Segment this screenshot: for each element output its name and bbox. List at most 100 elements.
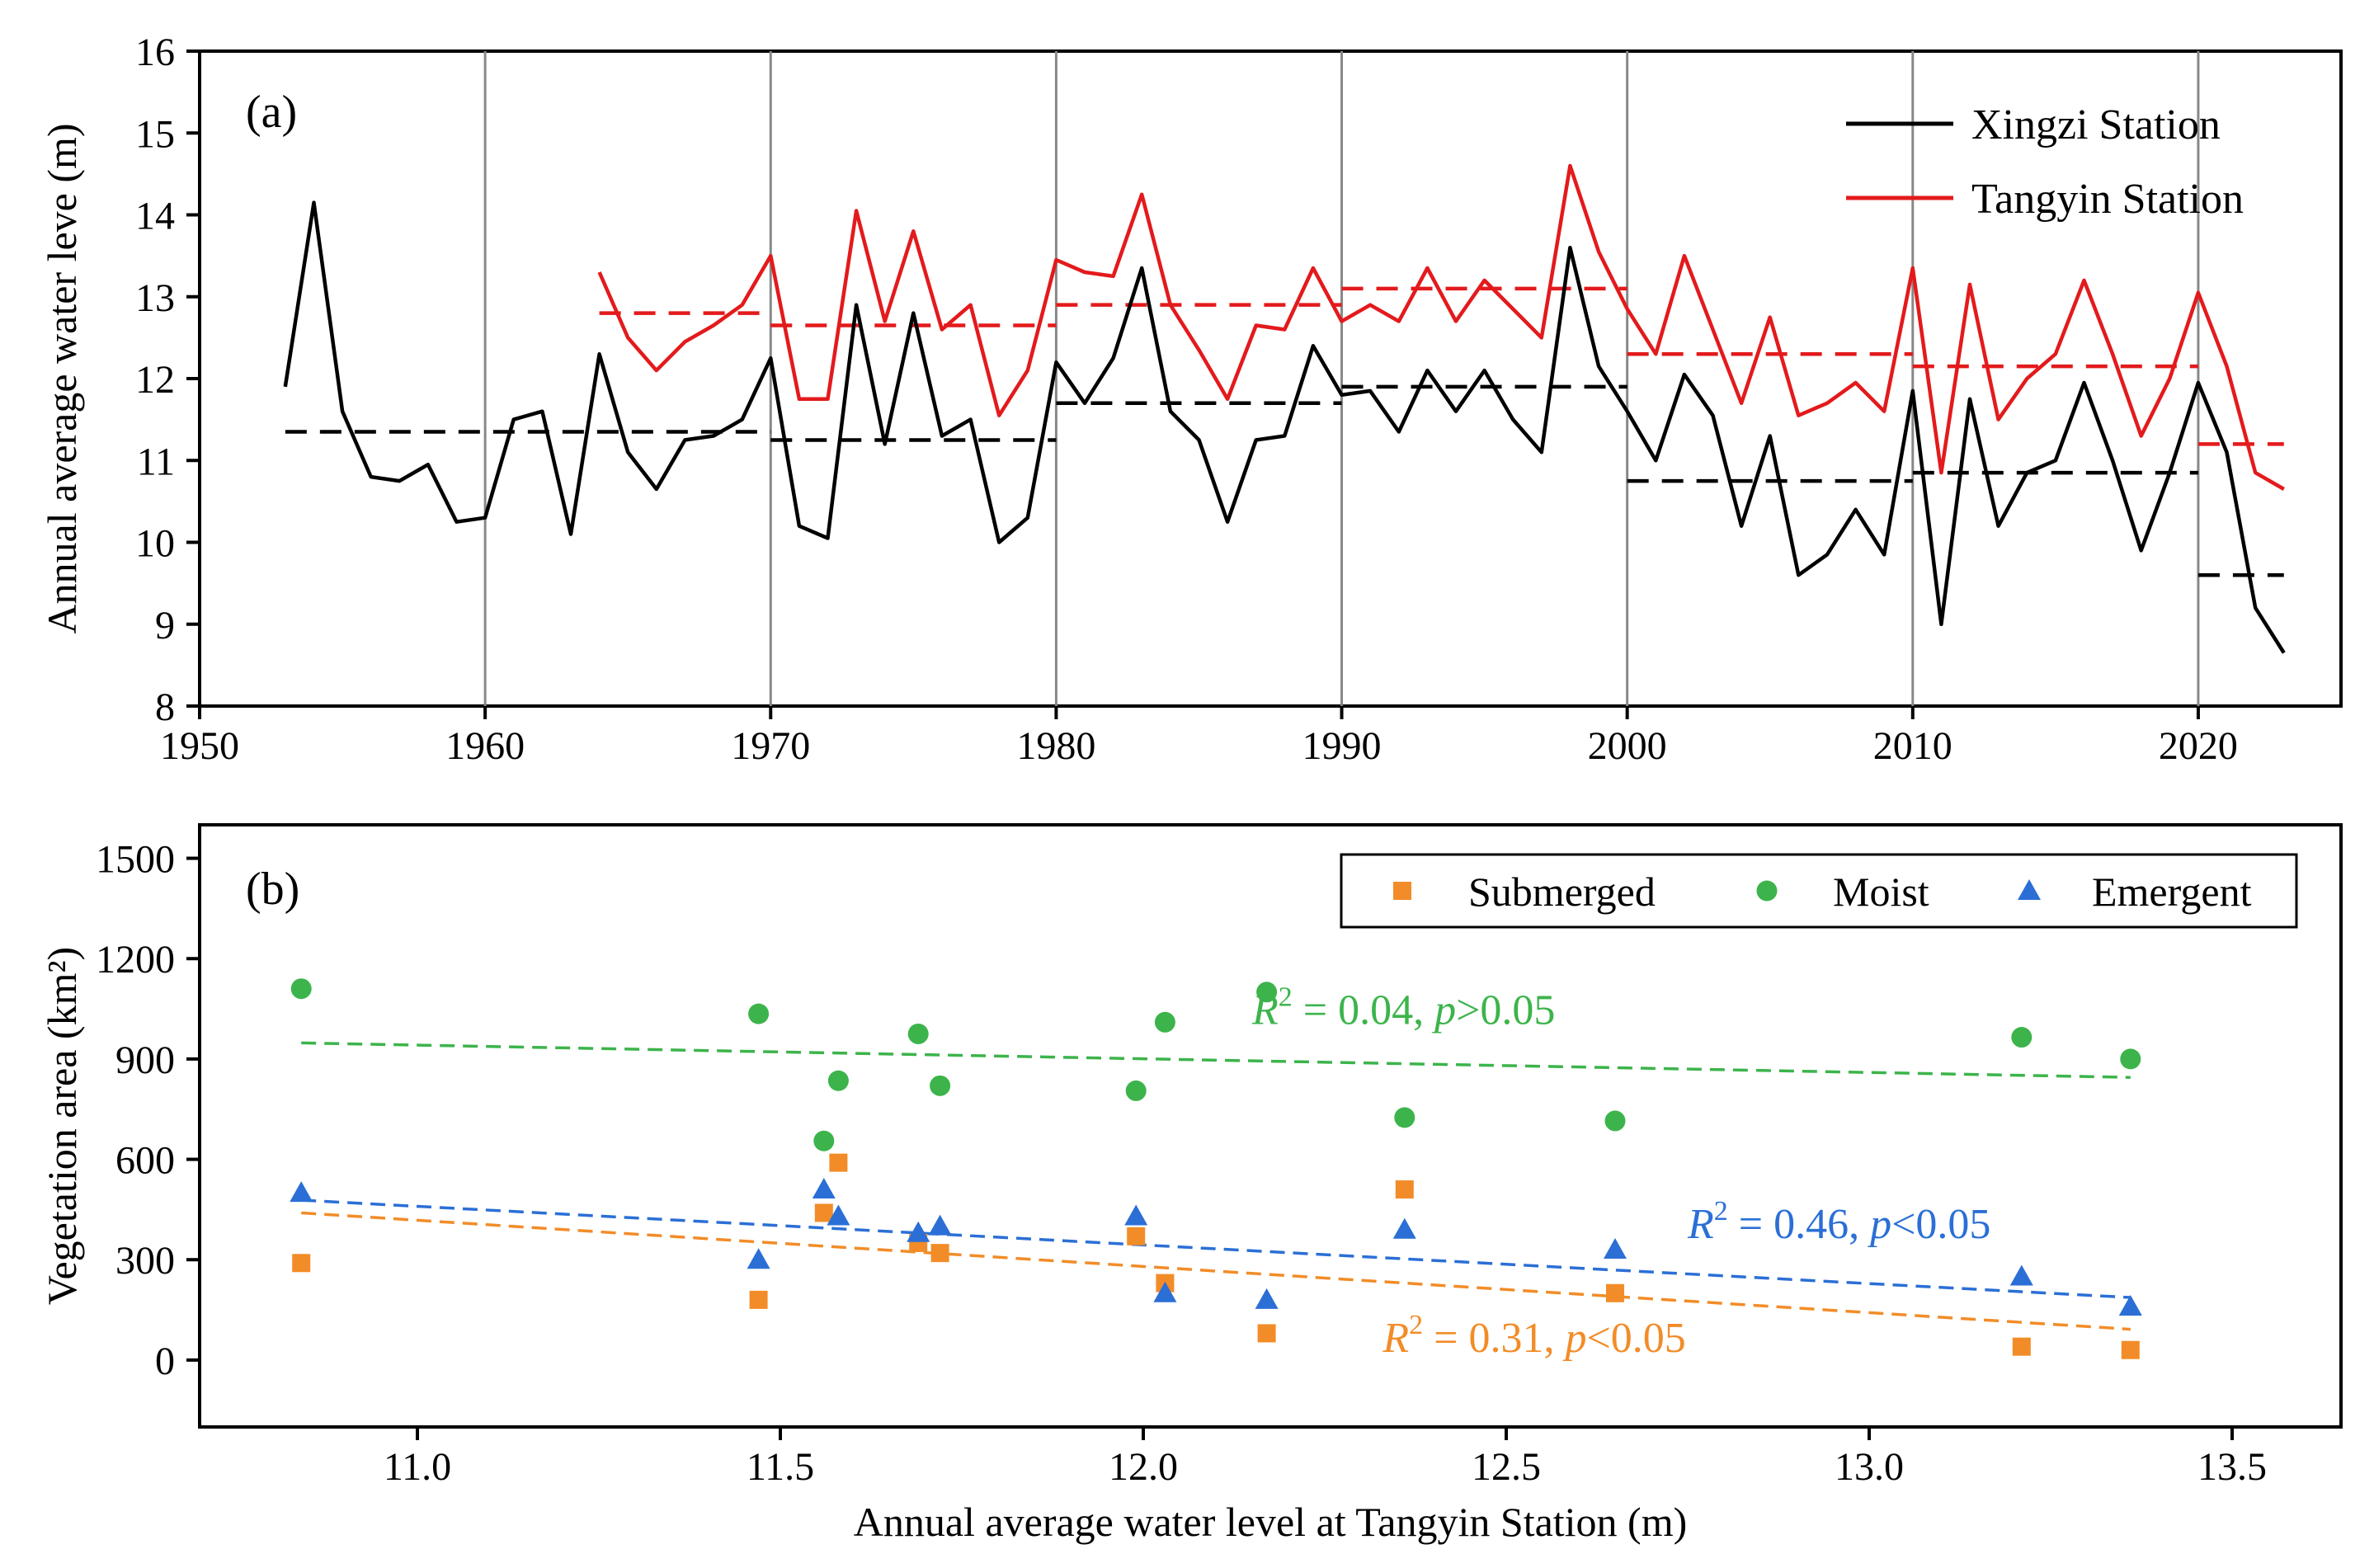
y-tick-label: 11 — [137, 440, 175, 483]
legend-marker — [1393, 882, 1411, 900]
superscript: 2 — [1279, 982, 1293, 1012]
x-tick-label: 13.0 — [1835, 1445, 1904, 1489]
fit-annotation-moist: R2 = 0.04, p>0.05 — [1251, 982, 1555, 1034]
legend-marker-emergent — [2018, 879, 2041, 900]
series-line-tangyin-station — [597, 163, 2285, 491]
point-emergent — [1392, 1217, 1416, 1239]
point-submerged — [1395, 1180, 1414, 1199]
point-moist — [1604, 1110, 1626, 1132]
point-submerged — [829, 1153, 848, 1172]
point-submerged — [1127, 1227, 1146, 1245]
y-tick-label: 16 — [135, 31, 175, 74]
r2-value: = 0.46, — [1728, 1201, 1870, 1248]
x-tick-label: 1970 — [731, 724, 810, 768]
x-tick-label: 13.5 — [2197, 1445, 2267, 1489]
point-submerged — [2012, 1337, 2031, 1356]
point-emergent — [2118, 1295, 2142, 1316]
point-moist — [1394, 1107, 1415, 1128]
r2-value: = 0.31, — [1423, 1315, 1565, 1362]
point-submerged — [930, 1244, 949, 1263]
y-tick-label: 15 — [135, 112, 175, 156]
panel-a-line-chart: 1950 1960 1970 1980 1990 2000 2010 2020 8 9 10 11 1… — [39, 31, 2343, 768]
y-tick-label: 900 — [115, 1038, 175, 1082]
panel-b-x-axis: 11.0 11.5 12.0 12.5 13.0 13.5 — [384, 1427, 2267, 1489]
panel-a-frame — [198, 49, 2343, 708]
panel-b-y-axis: 0 300 600 900 1200 1500 — [96, 838, 200, 1383]
point-submerged — [1257, 1324, 1276, 1343]
point-submerged — [1606, 1283, 1624, 1302]
point-moist — [907, 1023, 929, 1044]
fit-annotation-emergent: R2 = 0.46, p<0.05 — [1687, 1196, 1990, 1248]
fit-line-submerged — [301, 1211, 2131, 1331]
panel-b-fit-lines — [301, 1041, 2131, 1331]
panel-a-y-axis-title: Annual average water leve (m) — [39, 123, 85, 633]
panel-a-x-axis: 1950 1960 1970 1980 1990 2000 2010 2020 — [160, 706, 2238, 768]
panel-a-label: (a) — [246, 87, 297, 138]
x-tick-label: 12.0 — [1109, 1445, 1178, 1489]
point-emergent — [290, 1181, 313, 1203]
legend-label-moist: Moist — [1833, 869, 1929, 915]
point-moist — [2011, 1027, 2033, 1048]
y-tick-label: 9 — [155, 604, 175, 647]
point-emergent — [827, 1204, 850, 1226]
point-emergent — [928, 1214, 952, 1236]
panel-a-mean-lines — [285, 286, 2284, 577]
point-emergent — [812, 1178, 836, 1199]
point-emergent — [2009, 1264, 2033, 1286]
panel-b-legend: Submerged Moist Emergent — [1340, 853, 2298, 929]
panel-a-decade-lines — [483, 51, 2200, 706]
legend-marker — [2018, 879, 2041, 900]
p-relation: <0.05 — [1891, 1201, 1990, 1248]
x-tick-label: 1950 — [160, 724, 239, 768]
x-tick-label: 1980 — [1016, 724, 1095, 768]
legend-marker-moist — [1756, 880, 1778, 902]
p-symbol: p — [1561, 1315, 1586, 1362]
point-moist — [290, 978, 312, 1000]
r-symbol: R — [1382, 1315, 1409, 1362]
panel-b-points — [290, 978, 2142, 1359]
point-emergent — [747, 1248, 770, 1269]
x-tick-label: 1990 — [1302, 724, 1382, 768]
panel-b-label: (b) — [246, 864, 299, 915]
y-tick-label: 1200 — [96, 938, 175, 982]
p-symbol: p — [1867, 1201, 1891, 1248]
legend-label-tangyin: Tangyin Station — [1971, 176, 2244, 223]
x-tick-label: 1960 — [445, 724, 525, 768]
y-tick-label: 12 — [135, 358, 175, 402]
y-tick-label: 14 — [135, 195, 175, 238]
x-tick-label: 2010 — [1873, 724, 1952, 768]
point-emergent — [1604, 1238, 1627, 1260]
panel-a-y-axis: 8 9 10 11 12 13 14 15 16 — [135, 31, 200, 729]
point-emergent — [1124, 1204, 1148, 1226]
point-moist — [1154, 1011, 1175, 1033]
p-symbol: p — [1431, 986, 1456, 1034]
point-submerged — [814, 1203, 833, 1222]
legend-label-emergent: Emergent — [2092, 869, 2252, 915]
point-emergent — [1153, 1281, 1177, 1302]
legend-marker — [1756, 880, 1778, 902]
point-moist — [827, 1070, 849, 1091]
point-moist — [930, 1075, 951, 1096]
y-tick-label: 1500 — [96, 838, 175, 882]
r2-value: = 0.04, — [1293, 986, 1434, 1034]
p-relation: >0.05 — [1456, 986, 1555, 1034]
x-tick-label: 11.5 — [747, 1445, 814, 1489]
y-tick-label: 13 — [135, 276, 175, 320]
panel-a-series — [283, 163, 2286, 654]
point-moist — [813, 1130, 835, 1151]
superscript: 2 — [1714, 1196, 1728, 1227]
point-emergent — [1255, 1288, 1279, 1309]
legend-label-submerged: Submerged — [1468, 869, 1656, 915]
series-line-xingzi-station — [283, 200, 2286, 654]
legend-box — [1340, 853, 2298, 929]
x-tick-label: 2020 — [2159, 724, 2238, 768]
point-moist — [1125, 1080, 1147, 1101]
point-moist — [2120, 1048, 2141, 1070]
y-tick-label: 0 — [155, 1340, 175, 1383]
r-symbol: R — [1251, 986, 1279, 1034]
y-tick-label: 8 — [155, 685, 175, 729]
y-tick-label: 600 — [115, 1139, 175, 1183]
point-submerged — [749, 1290, 768, 1309]
fit-line-emergent — [301, 1198, 2131, 1299]
